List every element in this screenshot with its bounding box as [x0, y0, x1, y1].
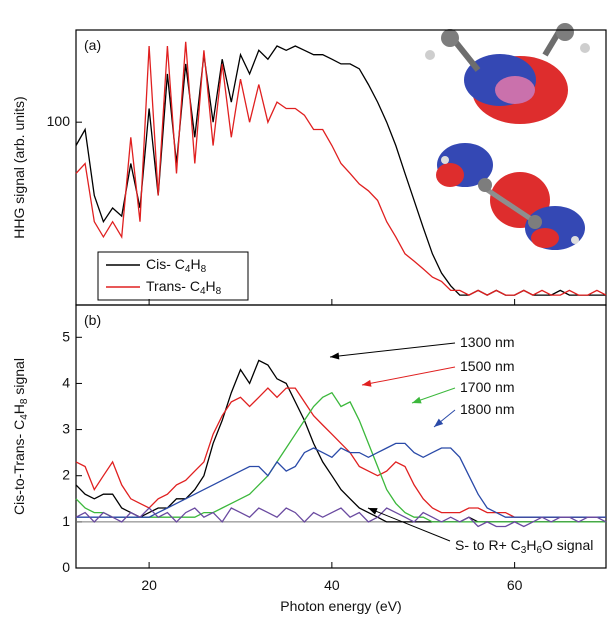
series-label: S- to R+ C3H6O signal [455, 537, 593, 556]
orbital-lobe [495, 76, 535, 104]
series-line [75, 41, 607, 296]
annotation-arrow [361, 366, 456, 386]
y-tick-label: 2 [62, 466, 70, 482]
arrow-head [362, 379, 372, 387]
atom [571, 236, 579, 244]
molecule-illustrations [425, 23, 590, 250]
series-label: 1500 nm [460, 358, 514, 374]
x-tick-label: 40 [324, 577, 340, 593]
y-axis-label: Cis-to-Trans- C4H8 signal [11, 358, 30, 515]
panel-label: (a) [84, 37, 101, 53]
series-line [75, 359, 606, 523]
y-tick-label: 5 [62, 328, 70, 344]
atom [441, 156, 449, 164]
series-line [75, 507, 607, 528]
orbital-lobe [531, 228, 559, 248]
atom [441, 29, 459, 47]
y-tick-label: 1 [62, 513, 70, 529]
legend-box [97, 251, 249, 301]
x-tick-label: 60 [507, 577, 523, 593]
atom [580, 43, 590, 53]
arrow-head [412, 396, 422, 404]
series-label: 1800 nm [460, 401, 514, 417]
series-label: 1700 nm [460, 379, 514, 395]
annotation-arrow [329, 342, 456, 358]
y-axis-label: HHG signal (arb. units) [11, 96, 27, 238]
atom [528, 215, 542, 229]
annotation-arrow [367, 507, 451, 542]
plot-frame [75, 304, 607, 569]
series-label: 1300 nm [460, 334, 514, 350]
arrow-head [434, 418, 444, 427]
atom [425, 50, 435, 60]
atom [478, 178, 492, 192]
y-tick-label: 100 [47, 113, 71, 129]
series-line [75, 391, 606, 523]
y-tick-label: 0 [62, 559, 70, 575]
series-line [76, 442, 606, 518]
legend-label: Cis- C4H8 [146, 256, 207, 275]
orbital-lobe [436, 163, 464, 187]
x-axis-label: Photon energy (eV) [280, 598, 401, 614]
y-tick-label: 3 [62, 420, 70, 436]
legend-label: Trans- C4H8 [146, 278, 222, 297]
atom [556, 23, 574, 41]
panel-label: (b) [84, 312, 101, 328]
arrow-head [368, 508, 378, 515]
x-tick-label: 20 [141, 577, 157, 593]
series-line [75, 387, 606, 518]
y-tick-label: 4 [62, 374, 70, 390]
arrow-head [330, 352, 340, 360]
